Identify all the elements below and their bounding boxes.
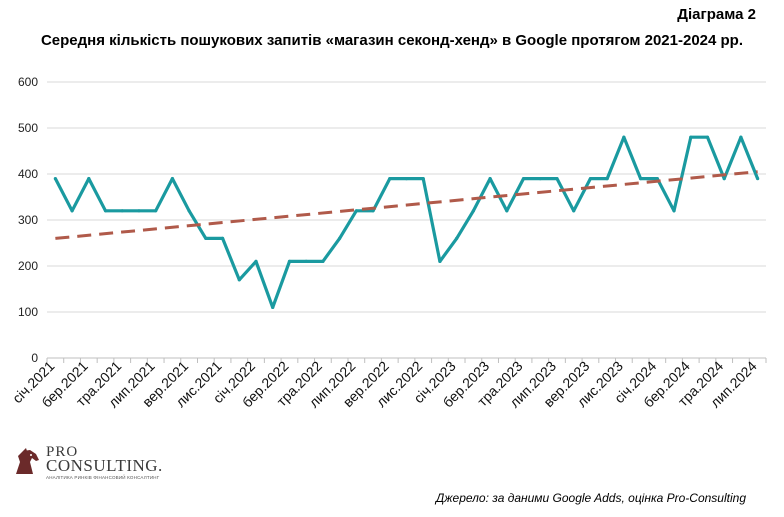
- data-point: [287, 259, 292, 263]
- data-point: [455, 236, 459, 240]
- data-point: [655, 177, 659, 181]
- data-point: [53, 177, 57, 181]
- logo-main-text: CONSULTING.: [46, 456, 163, 475]
- data-point: [338, 236, 342, 240]
- data-point: [588, 177, 593, 181]
- logo-subtitle: АНАЛІТИКА РИНКІВ ФІНАНСОВИЙ КОНСАЛТИНГ: [46, 475, 160, 480]
- data-point: [304, 259, 308, 263]
- data-point: [488, 177, 492, 181]
- data-point: [521, 177, 526, 181]
- data-point: [371, 209, 375, 213]
- data-point: [622, 135, 626, 139]
- y-tick-label: 600: [18, 75, 38, 89]
- grid-lines: [47, 81, 766, 313]
- trendline: [55, 170, 758, 240]
- series-line: [53, 135, 760, 309]
- source-note: Джерело: за даними Google Adds, оцінка P…: [435, 491, 746, 505]
- data-point: [137, 209, 141, 213]
- data-point: [555, 177, 559, 181]
- x-tick-labels: січ.2021бер.2021тра.2021лип.2021вер.2021…: [9, 358, 760, 411]
- data-point: [354, 209, 358, 213]
- data-point: [70, 209, 74, 213]
- data-point: [689, 135, 693, 139]
- data-point: [154, 209, 158, 213]
- data-point: [103, 209, 108, 213]
- data-point: [404, 177, 409, 181]
- y-tick-label: 400: [18, 167, 38, 181]
- y-tick-label: 300: [18, 213, 38, 227]
- data-point: [471, 209, 475, 213]
- y-tick-label: 100: [18, 305, 38, 319]
- trendline-group: [55, 170, 758, 240]
- data-point: [321, 259, 325, 263]
- data-point: [187, 209, 191, 213]
- data-point: [254, 259, 258, 263]
- data-point: [87, 177, 91, 181]
- axes: [46, 357, 767, 363]
- data-point: [638, 177, 643, 181]
- data-point: [505, 209, 509, 213]
- y-tick-label: 500: [18, 121, 38, 135]
- data-point: [388, 177, 392, 181]
- data-point: [204, 236, 208, 240]
- data-point: [705, 135, 710, 139]
- diagram-label: Діаграма 2: [677, 6, 756, 23]
- data-point: [722, 177, 726, 181]
- y-tick-label: 0: [31, 351, 38, 365]
- data-point: [120, 209, 124, 213]
- pro-consulting-logo: PRO CONSULTING. АНАЛІТИКА РИНКІВ ФІНАНСО…: [12, 444, 162, 482]
- y-tick-label: 200: [18, 259, 38, 273]
- data-point: [572, 209, 576, 213]
- data-point: [672, 209, 676, 213]
- horse-head-icon: [16, 448, 39, 474]
- data-point: [438, 259, 442, 263]
- data-point: [237, 278, 241, 282]
- logo-pro-text: PRO: [46, 444, 79, 460]
- series-line-group: [53, 135, 760, 309]
- y-tick-labels: 0 100 200 300 400 500 600: [18, 75, 38, 365]
- data-point: [421, 177, 425, 181]
- data-point: [605, 177, 609, 181]
- data-point: [538, 177, 542, 181]
- data-point: [271, 305, 275, 309]
- data-point: [739, 135, 743, 139]
- data-point: [170, 177, 175, 181]
- data-point: [220, 236, 225, 240]
- data-point: [756, 177, 760, 181]
- chart-title: Середня кількість пошукових запитів «маг…: [40, 32, 744, 49]
